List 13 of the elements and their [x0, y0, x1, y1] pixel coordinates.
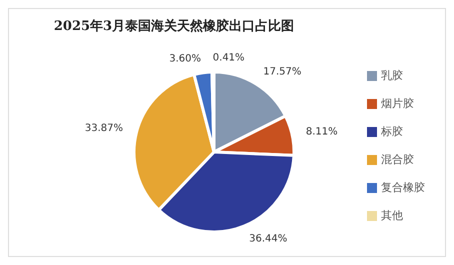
- legend-label: 乳胶: [381, 69, 403, 82]
- data-label: 3.60%: [169, 53, 201, 64]
- data-label: 8.11%: [306, 126, 338, 138]
- chart-title: 2025年3月泰国海关天然橡胶出口占比图: [52, 18, 296, 35]
- legend-label: 标胶: [381, 125, 403, 138]
- legend-label: 复合橡胶: [381, 181, 425, 194]
- data-label: 33.87%: [84, 122, 124, 134]
- legend-label: 其他: [381, 209, 403, 222]
- data-label: 0.41%: [212, 52, 245, 64]
- data-label: 17.57%: [263, 66, 302, 78]
- legend-label: 烟片胶: [381, 97, 414, 110]
- legend-label: 混合胶: [381, 153, 414, 166]
- data-label: 36.44%: [249, 234, 288, 245]
